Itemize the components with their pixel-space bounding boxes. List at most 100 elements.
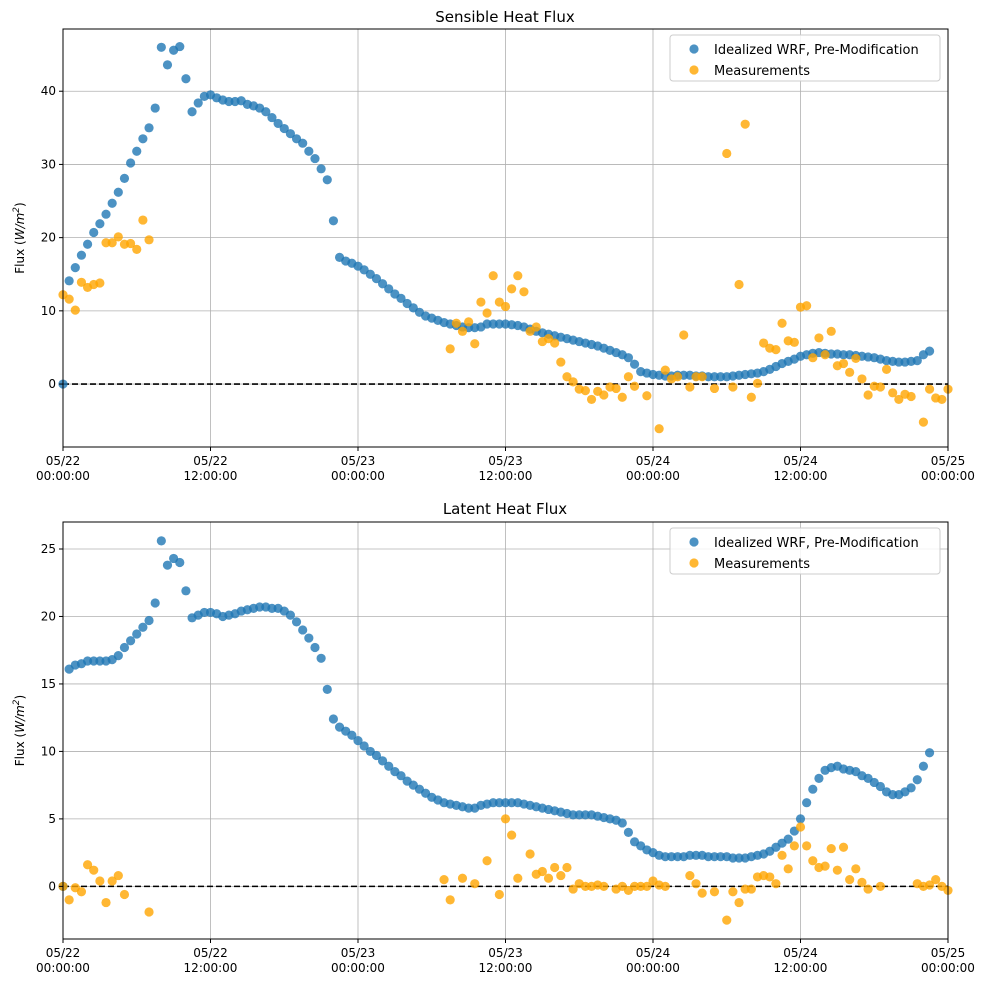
data-point: [304, 146, 314, 156]
data-point: [193, 98, 203, 108]
data-point: [826, 326, 836, 336]
data-point: [359, 741, 369, 751]
data-point: [734, 897, 744, 908]
data-point: [629, 381, 640, 391]
data-point: [126, 238, 136, 249]
data-point: [918, 417, 929, 427]
x-tick-label-time: 12:00:00: [774, 469, 828, 483]
data-point: [445, 895, 455, 905]
x-tick-label-date: 05/22: [193, 454, 228, 468]
data-point: [857, 374, 867, 384]
y-tick-label: 15: [41, 677, 56, 691]
data-point: [924, 346, 935, 356]
x-tick-label-time: 00:00:00: [36, 469, 90, 483]
data-point: [64, 294, 74, 304]
data-point: [802, 841, 812, 851]
y-tick-label: 20: [41, 609, 56, 623]
data-point: [777, 318, 787, 328]
legend-entry: Idealized WRF, Pre-Modification: [714, 43, 919, 58]
data-point: [89, 865, 99, 875]
data-point: [175, 41, 185, 52]
data-point: [685, 382, 695, 392]
chart-title: Latent Heat Flux: [443, 500, 567, 518]
data-point: [660, 881, 670, 891]
data-point: [875, 781, 885, 792]
data-points: [58, 536, 953, 925]
x-tick-label-date: 05/24: [636, 454, 671, 468]
data-point: [550, 338, 560, 348]
latent-heat-flux-chart: Latent Heat Flux 051015202505/2200:00:00…: [12, 500, 975, 975]
data-point: [273, 118, 283, 129]
data-point: [482, 856, 492, 866]
data-point: [70, 263, 80, 273]
data-point: [740, 119, 750, 129]
data-point: [537, 866, 547, 877]
data-point: [746, 884, 756, 894]
data-point: [162, 60, 173, 70]
y-tick-label: 20: [41, 231, 56, 245]
chart-title: Sensible Heat Flux: [435, 8, 575, 26]
series-measurements: [58, 119, 953, 434]
data-point: [562, 372, 572, 382]
data-point: [617, 818, 627, 828]
data-point: [894, 394, 904, 405]
data-point: [838, 358, 849, 369]
data-point: [912, 775, 922, 785]
data-point: [777, 850, 787, 860]
data-point: [629, 359, 640, 369]
data-point: [550, 862, 560, 873]
data-point: [285, 129, 295, 139]
data-point: [371, 750, 382, 761]
y-tick-label: 10: [41, 304, 56, 318]
data-point: [531, 322, 541, 332]
data-point: [507, 830, 517, 840]
x-tick-label-time: 00:00:00: [921, 469, 975, 483]
data-point: [863, 390, 873, 400]
data-point: [187, 107, 197, 117]
data-point: [795, 822, 806, 832]
data-point: [150, 598, 160, 608]
data-point: [728, 382, 738, 392]
data-point: [783, 864, 793, 874]
data-point: [328, 714, 339, 724]
data-point: [851, 353, 861, 364]
x-tick-label-time: 00:00:00: [626, 469, 680, 483]
y-tick-label: 25: [41, 542, 56, 556]
x-tick-label-time: 12:00:00: [774, 961, 828, 975]
data-point: [611, 383, 621, 394]
data-point: [924, 384, 935, 394]
data-point: [765, 872, 775, 882]
x-tick-label-date: 05/23: [488, 454, 523, 468]
x-tick-label-time: 00:00:00: [331, 961, 385, 975]
data-point: [580, 386, 590, 396]
data-point: [457, 326, 468, 336]
data-point: [298, 138, 308, 148]
data-point: [113, 187, 123, 197]
data-point: [119, 642, 130, 653]
data-point: [918, 761, 929, 771]
data-point: [697, 888, 707, 898]
x-tick-label-date: 05/25: [931, 454, 966, 468]
data-point: [759, 338, 769, 348]
data-point: [347, 730, 357, 740]
data-point: [267, 112, 277, 123]
data-point: [623, 372, 634, 382]
data-point: [832, 865, 842, 875]
data-point: [144, 907, 154, 917]
x-tick-label-date: 05/22: [46, 946, 81, 960]
data-point: [76, 887, 87, 897]
legend-box: [669, 34, 941, 82]
data-point: [881, 364, 892, 375]
data-point: [371, 274, 382, 284]
data-point: [181, 586, 191, 596]
data-point: [556, 357, 566, 367]
data-point: [697, 372, 707, 382]
legend-marker: [689, 537, 699, 547]
data-point: [863, 884, 873, 894]
data-point: [138, 134, 148, 144]
data-point: [623, 353, 634, 363]
data-point: [322, 684, 332, 694]
x-tick-label-date: 05/23: [488, 946, 523, 960]
y-axis-label: Flux (W/m2): [12, 202, 27, 273]
data-point: [328, 216, 339, 226]
